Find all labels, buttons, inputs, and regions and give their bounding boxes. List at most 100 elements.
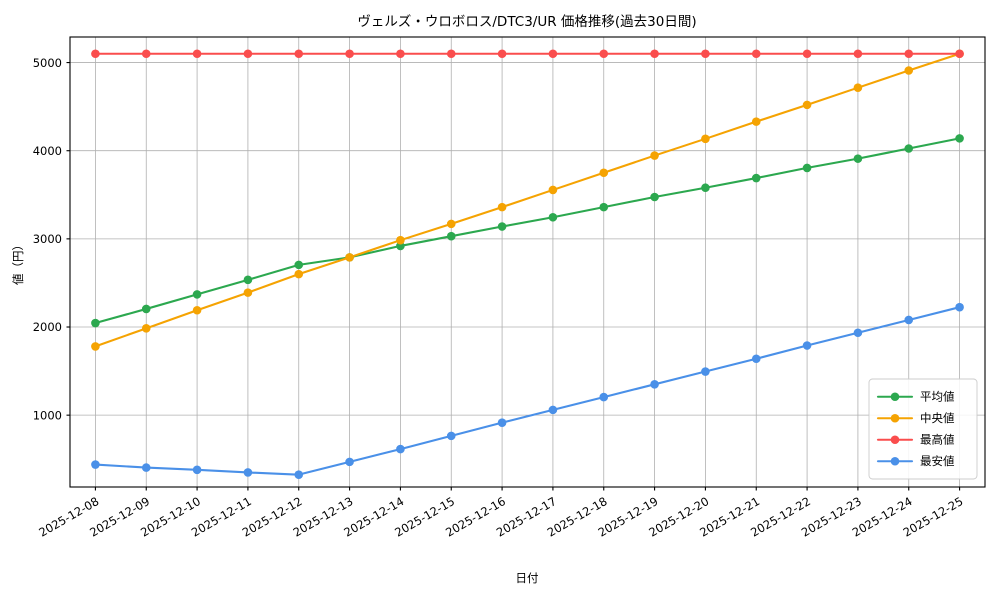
data-point-marker[interactable]: [548, 185, 558, 195]
data-point-marker[interactable]: [345, 253, 354, 262]
data-point-marker[interactable]: [548, 405, 558, 415]
legend-swatch-marker: [890, 456, 900, 466]
data-point-marker[interactable]: [243, 49, 253, 59]
data-point-marker[interactable]: [650, 380, 659, 389]
data-point-marker[interactable]: [599, 202, 609, 212]
y-axis-label: 値（円）: [11, 239, 25, 285]
legend-label[interactable]: 最高値: [920, 432, 955, 446]
x-axis-label: 日付: [516, 571, 539, 585]
data-point-marker[interactable]: [91, 318, 100, 328]
data-point-marker[interactable]: [904, 49, 914, 59]
data-point-marker[interactable]: [396, 444, 405, 454]
plot-area-border: [69, 36, 986, 488]
data-point-marker[interactable]: [802, 49, 812, 59]
data-point-marker[interactable]: [141, 463, 151, 472]
series-line: [94, 306, 961, 476]
data-point-marker[interactable]: [904, 315, 914, 325]
data-point-marker[interactable]: [548, 212, 558, 222]
data-point-marker[interactable]: [446, 231, 456, 241]
data-point-marker[interactable]: [650, 49, 659, 59]
data-point-marker[interactable]: [853, 83, 863, 92]
data-series-layer: [91, 49, 964, 479]
legend-label[interactable]: 平均値: [920, 389, 955, 403]
data-point-marker[interactable]: [751, 117, 761, 126]
data-point-marker[interactable]: [396, 49, 405, 59]
data-point-marker[interactable]: [802, 163, 812, 173]
data-point-marker[interactable]: [243, 288, 253, 297]
data-point-marker[interactable]: [294, 470, 304, 479]
legend-background: [868, 378, 978, 480]
y-tick-label: 3000: [33, 232, 62, 246]
data-point-marker[interactable]: [396, 235, 405, 245]
series-2: [91, 49, 964, 351]
data-point-marker[interactable]: [497, 418, 507, 427]
data-point-marker[interactable]: [294, 269, 304, 279]
series-line: [94, 137, 961, 325]
y-axis-tick-labels: 1000 2000 3000 4000 5000: [33, 56, 62, 423]
series-line: [94, 52, 961, 348]
data-point-marker[interactable]: [192, 290, 202, 299]
y-tick-label: 5000: [33, 56, 62, 70]
data-point-marker[interactable]: [192, 305, 202, 315]
series-3: [91, 49, 964, 59]
data-point-marker[interactable]: [751, 354, 761, 364]
legend-swatch-marker: [890, 413, 900, 423]
data-point-marker[interactable]: [548, 49, 558, 59]
data-point-marker[interactable]: [802, 100, 812, 110]
data-point-marker[interactable]: [599, 392, 609, 402]
data-point-marker[interactable]: [599, 168, 609, 178]
data-point-marker[interactable]: [91, 49, 100, 59]
data-point-marker[interactable]: [853, 49, 863, 59]
data-point-marker[interactable]: [650, 192, 659, 202]
data-point-marker[interactable]: [446, 49, 456, 59]
data-point-marker[interactable]: [497, 49, 507, 59]
data-point-marker[interactable]: [751, 173, 761, 183]
data-point-marker[interactable]: [192, 465, 202, 475]
data-point-marker[interactable]: [243, 468, 253, 477]
data-point-marker[interactable]: [91, 460, 100, 469]
legend-swatch-marker: [890, 392, 900, 402]
data-point-marker[interactable]: [192, 49, 202, 59]
data-point-marker[interactable]: [853, 328, 863, 338]
legend-label[interactable]: 中央値: [920, 411, 955, 425]
data-point-marker[interactable]: [802, 341, 812, 350]
data-point-marker[interactable]: [701, 134, 710, 144]
data-point-marker[interactable]: [294, 260, 304, 270]
series-4: [91, 302, 964, 479]
data-point-marker[interactable]: [294, 49, 304, 59]
legend-label[interactable]: 最安値: [920, 454, 955, 468]
y-tick-label: 2000: [33, 320, 62, 334]
y-tick-label: 1000: [33, 408, 62, 422]
data-point-marker[interactable]: [446, 431, 456, 441]
data-point-marker[interactable]: [141, 324, 151, 333]
data-point-marker[interactable]: [243, 275, 253, 285]
data-point-marker[interactable]: [446, 219, 456, 229]
data-point-marker[interactable]: [955, 49, 964, 59]
data-point-marker[interactable]: [497, 222, 507, 231]
data-point-marker[interactable]: [904, 144, 914, 153]
y-tick-marks: [66, 62, 70, 416]
data-point-marker[interactable]: [955, 134, 964, 143]
data-point-marker[interactable]: [345, 49, 354, 59]
x-tick-marks: [94, 487, 961, 491]
chart-title: ヴェルズ・ウロボロス/DTC3/UR 価格推移(過去30日間): [357, 13, 696, 30]
data-point-marker[interactable]: [345, 457, 354, 467]
data-point-marker[interactable]: [141, 49, 151, 59]
data-point-marker[interactable]: [599, 49, 609, 59]
data-point-marker[interactable]: [141, 304, 151, 314]
data-point-marker[interactable]: [853, 154, 863, 163]
data-point-marker[interactable]: [701, 183, 710, 193]
data-point-marker[interactable]: [751, 49, 761, 59]
data-point-marker[interactable]: [91, 342, 100, 351]
data-point-marker[interactable]: [955, 302, 964, 312]
data-point-marker[interactable]: [497, 202, 507, 212]
data-point-marker[interactable]: [904, 66, 914, 75]
data-point-marker[interactable]: [701, 49, 710, 59]
data-point-marker[interactable]: [650, 151, 659, 160]
data-point-marker[interactable]: [701, 367, 710, 376]
legend-swatch-marker: [890, 435, 900, 445]
